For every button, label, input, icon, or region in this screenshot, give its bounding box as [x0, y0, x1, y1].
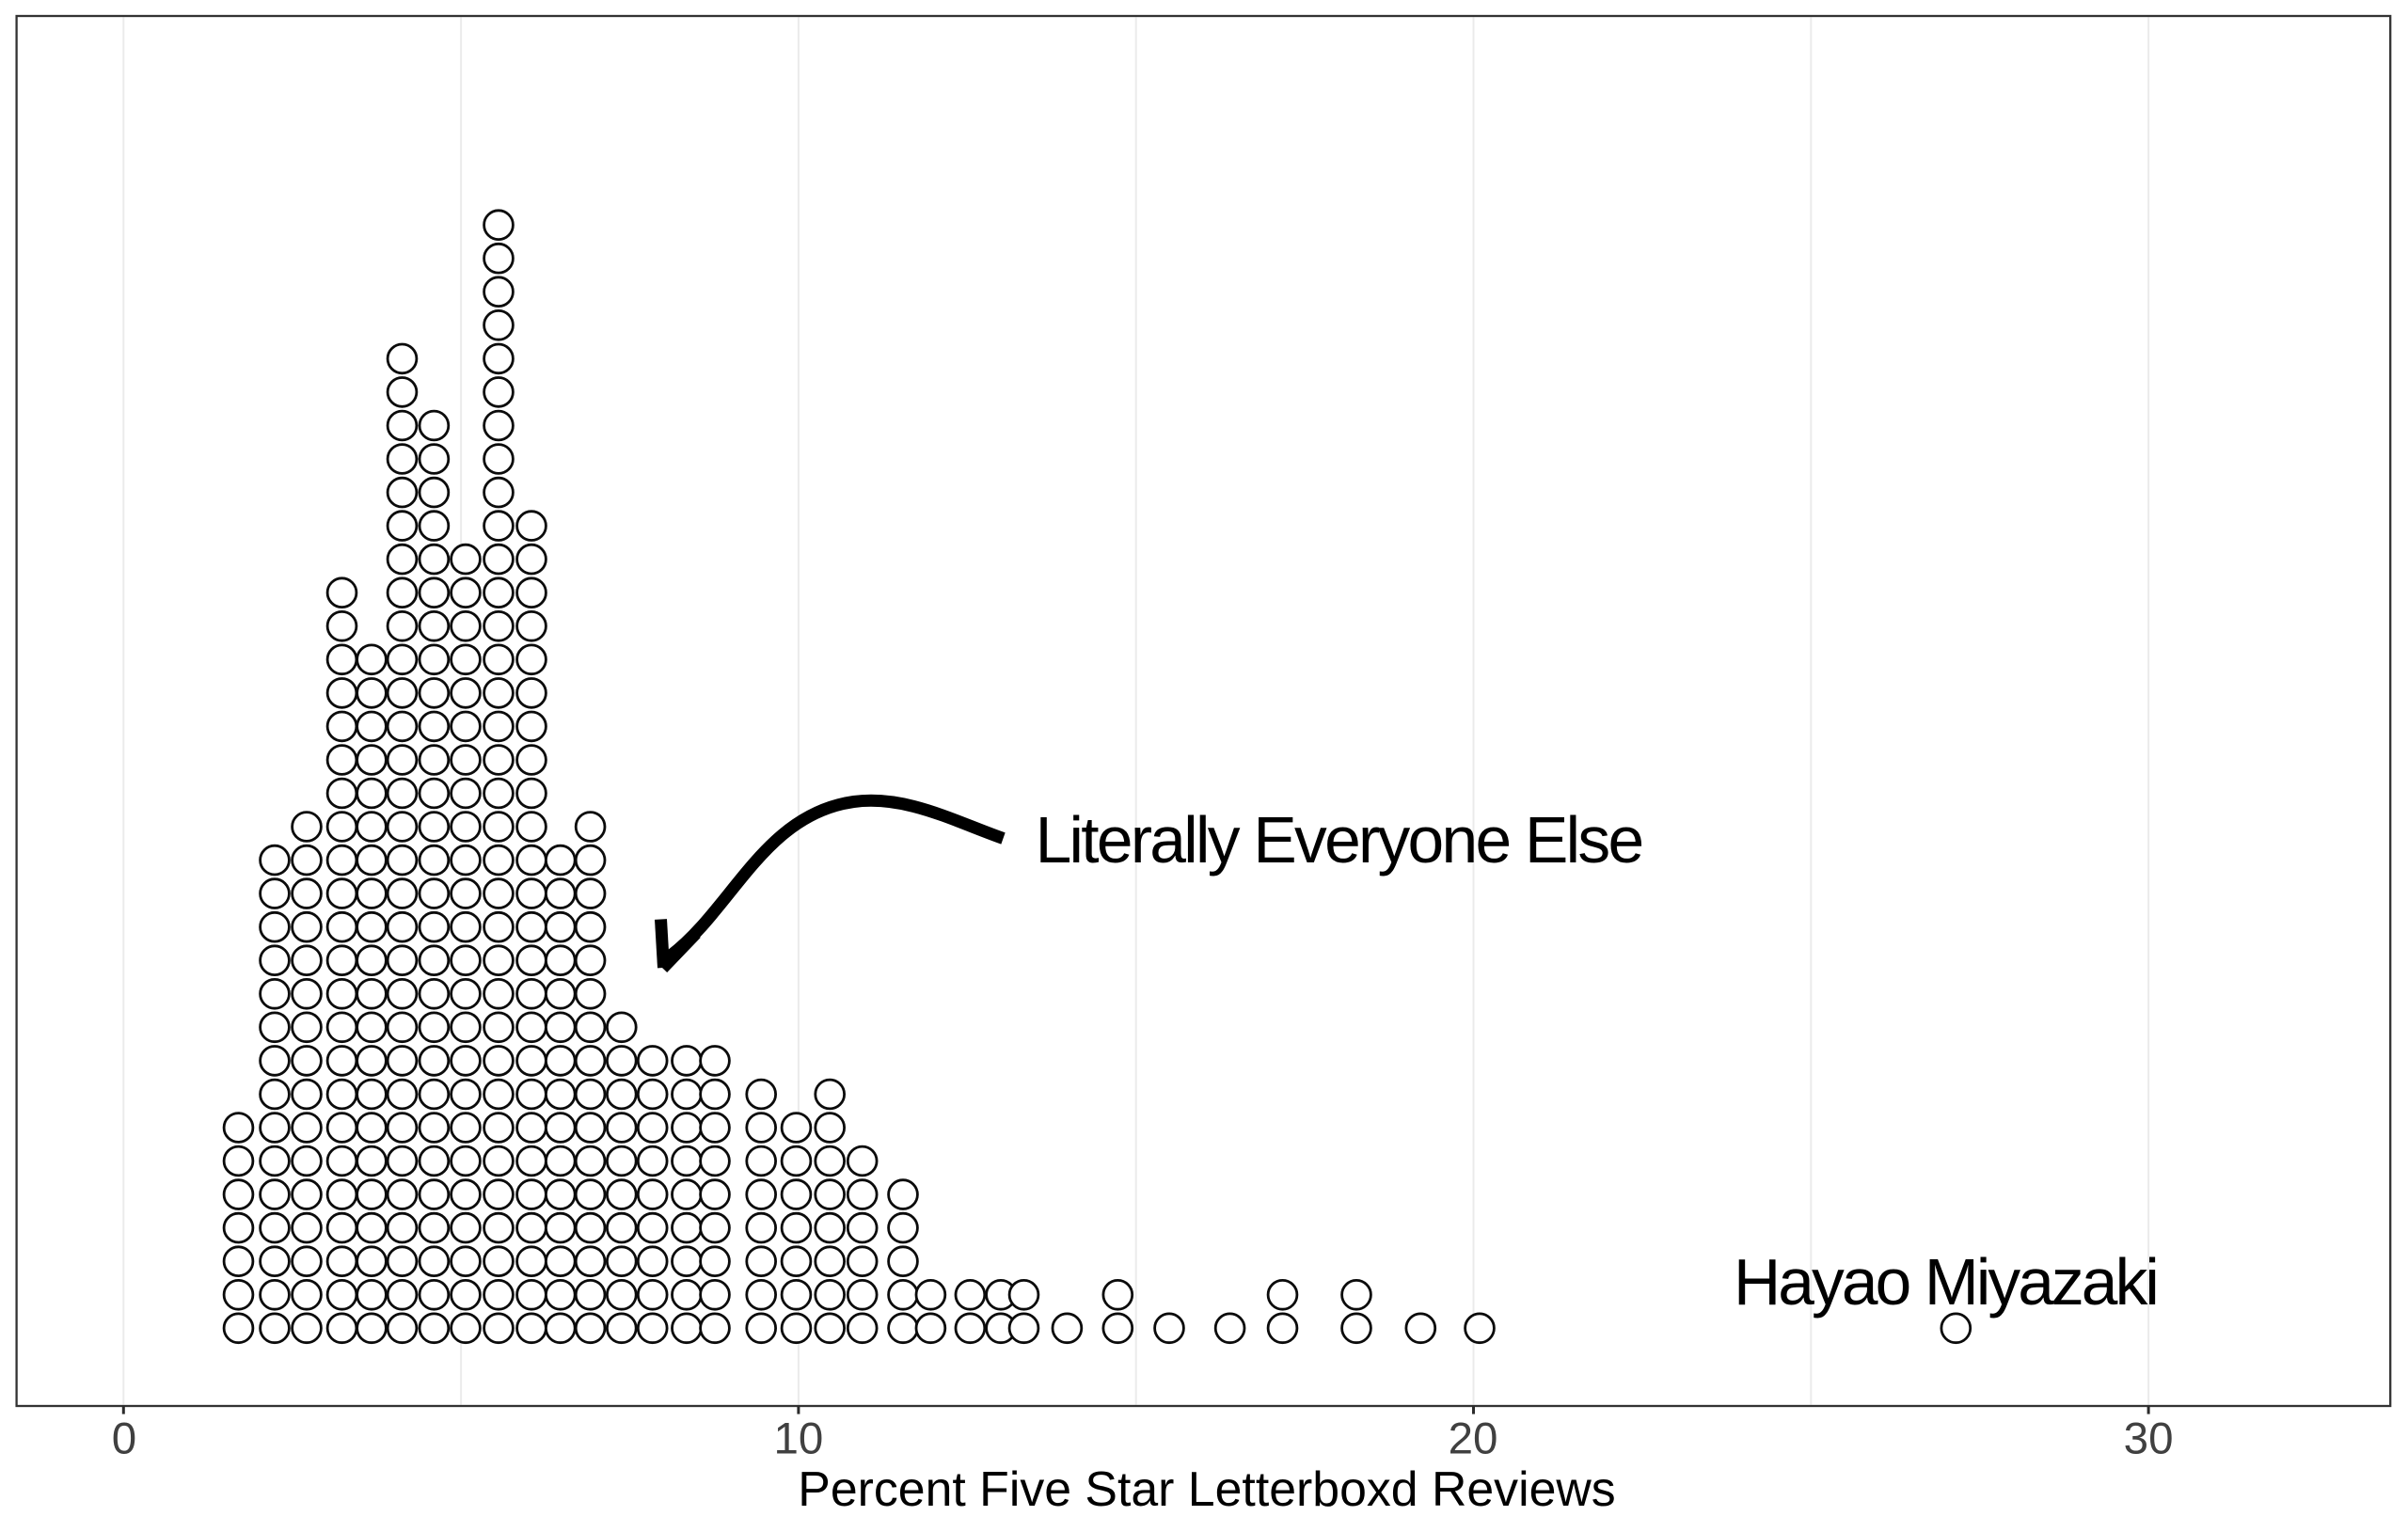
svg-text:0: 0	[112, 1414, 136, 1464]
svg-text:Percent Five Star Letterboxd R: Percent Five Star Letterboxd Reviews	[798, 1461, 1615, 1516]
svg-text:20: 20	[1449, 1414, 1498, 1464]
svg-text:Hayao Miyazaki: Hayao Miyazaki	[1734, 1245, 2157, 1319]
svg-text:Literally Everyone Else: Literally Everyone Else	[1036, 803, 1642, 877]
svg-text:30: 30	[2124, 1414, 2174, 1464]
svg-text:10: 10	[773, 1414, 823, 1464]
